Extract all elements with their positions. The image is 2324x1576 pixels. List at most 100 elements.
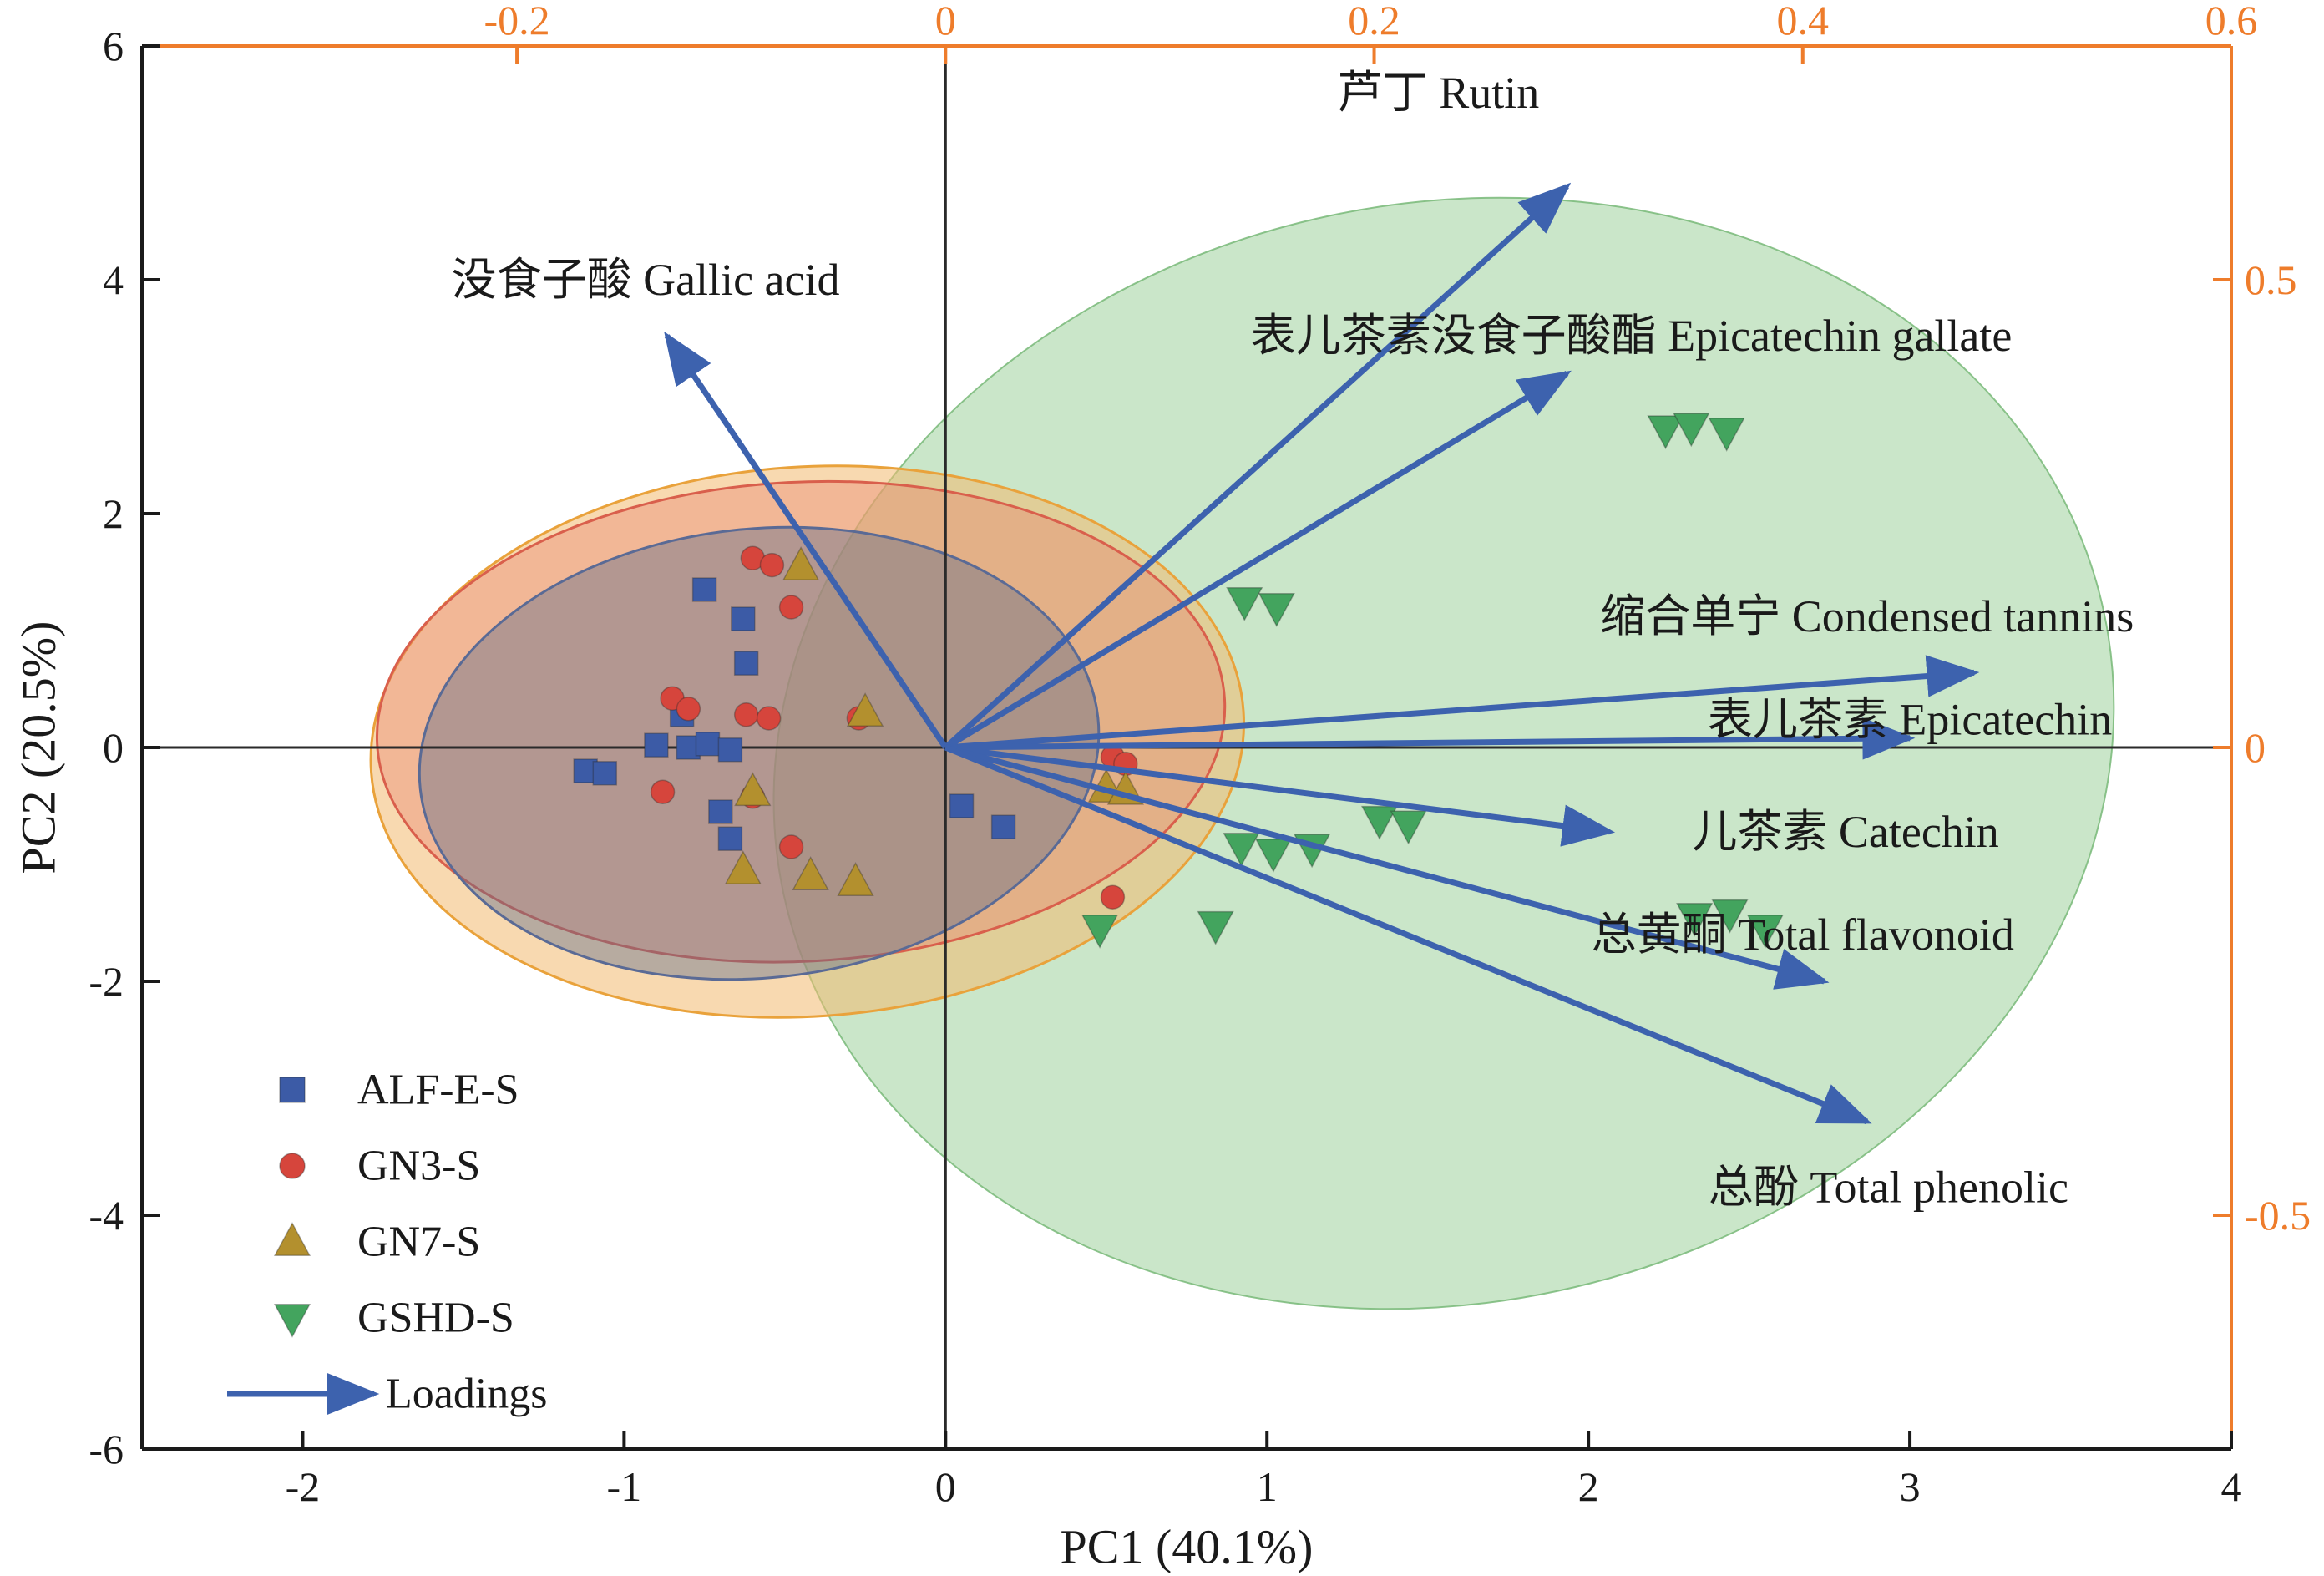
point-ALF-E-S <box>644 732 669 758</box>
right-tick-label: -0.5 <box>2245 1192 2311 1239</box>
left-tick-label: -6 <box>89 1426 124 1472</box>
loading-arrow <box>945 717 1916 760</box>
left-tick-label: 4 <box>103 256 124 303</box>
point-GSHD-S <box>1746 915 1785 949</box>
ellipses-layer <box>369 196 2115 1310</box>
loading-arrow <box>944 370 1572 750</box>
legend-marker-triangle-down <box>273 1304 311 1338</box>
right-tick-label: 0 <box>2245 724 2266 771</box>
bottom-tick-label: -2 <box>286 1463 321 1510</box>
legend-label: ALF-E-S <box>357 1067 519 1114</box>
point-GN7-S <box>782 546 820 580</box>
point-ALF-E-S <box>731 606 756 631</box>
point-GN7-S <box>837 862 874 896</box>
legend-label: GN7-S <box>357 1219 480 1266</box>
point-GN3-S <box>759 552 785 578</box>
point-GSHD-S <box>1226 587 1263 621</box>
x-axis-title: PC1 (40.1%) <box>1060 1519 1314 1574</box>
y-axis-title: PC2 (20.5%) <box>11 621 66 874</box>
point-GN3-S <box>650 779 676 804</box>
loading-arrow <box>945 655 1980 751</box>
series-ALF-E-S <box>573 577 1016 851</box>
point-GSHD-S <box>1673 413 1710 448</box>
point-GSHD-S <box>1223 833 1260 867</box>
bottom-tick-label: 3 <box>1900 1463 1921 1510</box>
point-GN3-S <box>778 834 804 859</box>
loading-arrow <box>944 744 1872 1125</box>
point-GSHD-S <box>1711 899 1749 934</box>
point-GSHD-S <box>1708 418 1745 452</box>
bottom-tick-label: 2 <box>1578 1463 1599 1510</box>
point-ALF-E-S <box>990 814 1016 839</box>
legend-item-ALF-E-S: ALF-E-S <box>279 1067 519 1114</box>
loading-label: 表儿茶素没食子酸酯 Epicatechin gallate <box>1251 311 2013 361</box>
confidence-ellipse-GN7-S <box>369 464 1246 1019</box>
top-tick-label: 0.6 <box>2205 0 2258 43</box>
legend-marker-triangle-up <box>273 1222 311 1256</box>
legend-label: GN3-S <box>357 1143 480 1190</box>
left-tick-label: -2 <box>89 958 124 1005</box>
legend-item-GN7-S: GN7-S <box>273 1219 480 1266</box>
point-ALF-E-S <box>949 793 975 818</box>
left-tick-label: -4 <box>89 1192 124 1239</box>
point-GSHD-S <box>1676 903 1714 937</box>
loading-arrow <box>944 744 1830 990</box>
legend-label: GSHD-S <box>357 1295 514 1342</box>
loading-label: 总酚 Total phenolic <box>1709 1162 2068 1212</box>
loading-label: 缩合单宁 Condensed tannins <box>1600 591 2134 641</box>
confidence-ellipse-ALF-E-S <box>418 525 1101 981</box>
bottom-tick-label: -1 <box>607 1463 642 1510</box>
loadings-layer: 芦丁 Rutin 没食子酸 Gallic acid 表儿茶素没食子酸酯 Epicat… <box>452 68 2134 1212</box>
axes-layer: -2 -1 0 1 2 3 4 -6 -4 -2 0 2 4 6 -0.2 0 0.2 0.4 0.6 -0.5 0 0.… <box>89 0 2311 1510</box>
legend-label: Loadings <box>386 1371 548 1418</box>
top-tick-label: -0.2 <box>484 0 549 43</box>
left-tick-label: 0 <box>103 724 124 771</box>
loading-label: 儿茶素 Catechin <box>1692 807 1998 857</box>
legend-item-GSHD-S: GSHD-S <box>273 1295 514 1342</box>
bottom-tick-label: 0 <box>935 1463 956 1510</box>
point-GSHD-S <box>1647 415 1684 450</box>
legend-marker-square <box>279 1077 306 1103</box>
point-GN3-S <box>778 595 804 620</box>
point-GSHD-S <box>1258 593 1295 627</box>
bottom-tick-label: 1 <box>1257 1463 1278 1510</box>
loading-label: 没食子酸 Gallic acid <box>452 255 840 305</box>
point-ALF-E-S <box>592 761 618 786</box>
loading-label: 芦丁 Rutin <box>1338 68 1540 118</box>
loading-label: 表儿茶素 Epicatechin <box>1708 694 2112 744</box>
legend-marker-circle <box>279 1153 306 1179</box>
left-tick-label: 2 <box>103 490 124 537</box>
top-tick-label: 0.2 <box>1348 0 1400 43</box>
right-tick-label: 0.5 <box>2245 256 2297 303</box>
point-GN7-S <box>846 692 884 727</box>
top-tick-label: 0.4 <box>1777 0 1830 43</box>
point-GN7-S <box>724 850 762 884</box>
confidence-ellipse-GN3-S <box>375 479 1227 964</box>
point-ALF-E-S <box>717 826 743 851</box>
point-GSHD-S <box>1081 915 1119 949</box>
point-GSHD-S <box>1360 805 1399 840</box>
legend-item-GN3-S: GN3-S <box>279 1143 480 1190</box>
point-GN7-S <box>734 772 772 807</box>
loading-arrow <box>943 182 1572 750</box>
point-GN3-S <box>676 697 701 722</box>
point-ALF-E-S <box>691 577 717 602</box>
point-GN7-S <box>792 856 829 890</box>
points-layer <box>573 413 1785 949</box>
point-GSHD-S <box>1197 910 1234 945</box>
legend: ALF-E-S GN3-S GN7-S GSHD-S Loadings <box>227 1067 548 1418</box>
point-ALF-E-S <box>717 737 743 763</box>
point-GN3-S <box>1100 884 1126 910</box>
point-GN3-S <box>756 706 782 731</box>
point-GN3-S <box>733 702 759 727</box>
point-ALF-E-S <box>708 799 733 824</box>
point-ALF-E-S <box>733 651 759 676</box>
left-tick-label: 6 <box>103 23 124 69</box>
loading-arrow <box>944 744 1616 847</box>
bottom-tick-label: 4 <box>2221 1463 2242 1510</box>
point-GSHD-S <box>1390 810 1427 845</box>
series-GSHD-S <box>1081 413 1785 949</box>
point-ALF-E-S <box>695 732 721 757</box>
